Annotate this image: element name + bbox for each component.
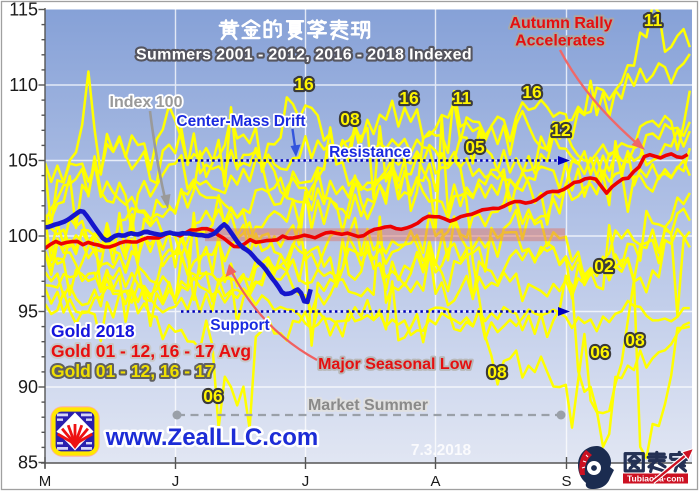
svg-text:85: 85 <box>18 453 38 473</box>
svg-text:95: 95 <box>18 302 38 322</box>
svg-text:12: 12 <box>551 120 571 140</box>
svg-text:Autumn Rally: Autumn Rally <box>509 15 612 32</box>
svg-text:115: 115 <box>9 0 38 20</box>
svg-text:105: 105 <box>8 151 38 171</box>
svg-text:05: 05 <box>465 137 485 157</box>
svg-text:Summers 2001 - 2012, 2016 - 20: Summers 2001 - 2012, 2016 - 2018 Indexed <box>136 47 472 64</box>
svg-text:06: 06 <box>203 386 223 406</box>
svg-text:16: 16 <box>294 74 314 94</box>
svg-text:Gold 2018: Gold 2018 <box>51 321 135 341</box>
svg-text:Major Seasonal Low: Major Seasonal Low <box>318 356 472 373</box>
svg-text:16: 16 <box>399 88 419 108</box>
svg-text:08: 08 <box>625 330 645 350</box>
svg-text:J: J <box>172 473 180 490</box>
svg-text:S: S <box>561 473 571 490</box>
svg-text:08: 08 <box>487 362 507 382</box>
svg-text:Accelerates: Accelerates <box>515 33 605 50</box>
svg-text:08: 08 <box>340 109 360 129</box>
svg-text:Support: Support <box>210 317 269 334</box>
svg-text:11: 11 <box>453 88 472 108</box>
svg-text:16: 16 <box>522 82 542 102</box>
svg-text:Index 100: Index 100 <box>110 94 183 111</box>
svg-text:www.ZealLLC.com: www.ZealLLC.com <box>105 424 318 451</box>
svg-text:02: 02 <box>594 256 614 276</box>
svg-text:7.3.2018: 7.3.2018 <box>411 442 472 459</box>
svg-text:Market Summer: Market Summer <box>308 397 428 414</box>
svg-text:06: 06 <box>590 342 610 362</box>
svg-text:A: A <box>430 473 440 490</box>
svg-text:90: 90 <box>18 377 38 397</box>
svg-text:Gold 01 - 12, 16 - 17: Gold 01 - 12, 16 - 17 <box>51 361 214 381</box>
svg-text:M: M <box>39 473 52 490</box>
svg-text:J: J <box>302 473 310 490</box>
svg-text:Center-Mass Drift: Center-Mass Drift <box>176 113 305 130</box>
svg-text:Gold 01 - 12, 16 - 17 Avg: Gold 01 - 12, 16 - 17 Avg <box>51 341 251 361</box>
svg-text:110: 110 <box>9 75 38 95</box>
svg-text:11: 11 <box>644 10 663 30</box>
svg-text:Resistance: Resistance <box>329 144 411 161</box>
svg-text:100: 100 <box>8 226 38 246</box>
